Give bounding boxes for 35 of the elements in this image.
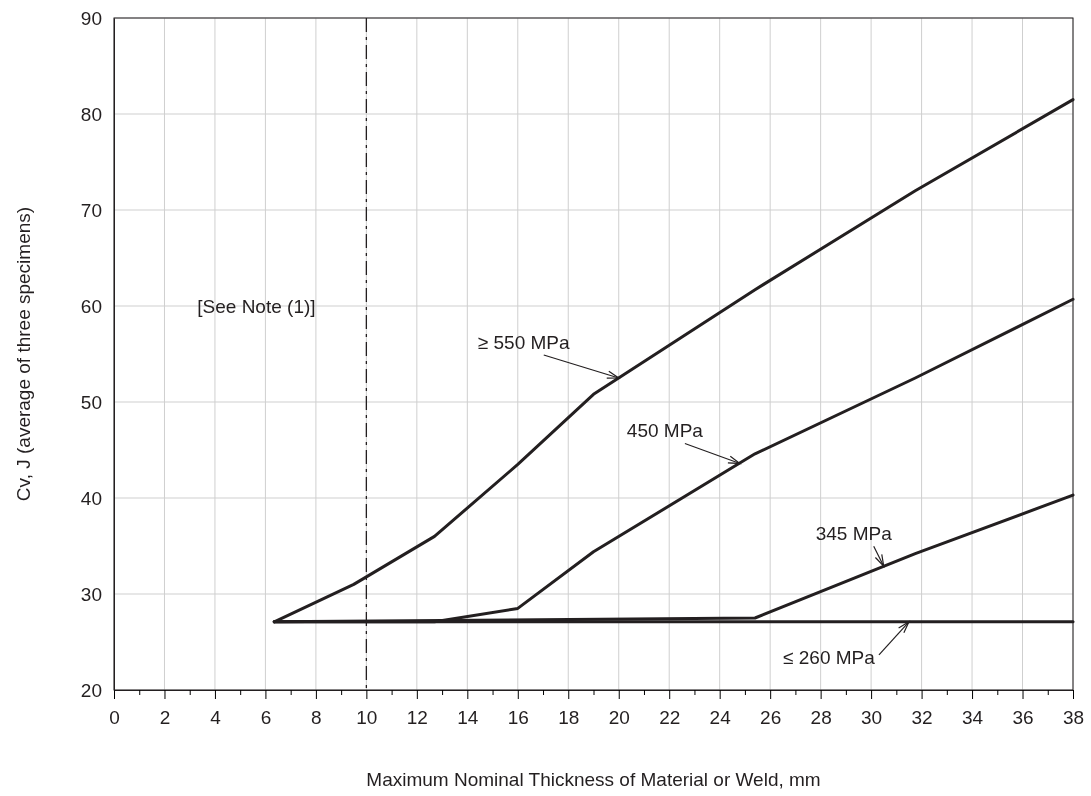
x-tick-label: 2 bbox=[159, 706, 171, 728]
y-tick-label: 50 bbox=[80, 391, 102, 413]
y-axis-title: Cv, J (average of three specimens) bbox=[13, 206, 34, 502]
x-tick-label: 18 bbox=[558, 706, 580, 728]
annotation: ≥ 550 MPa bbox=[477, 332, 571, 353]
x-tick-label: 28 bbox=[810, 706, 832, 728]
x-tick-label: 34 bbox=[961, 706, 984, 728]
x-tick-label: 10 bbox=[356, 706, 378, 728]
x-tick-label: 6 bbox=[260, 706, 272, 728]
x-tick-label: 12 bbox=[406, 706, 428, 728]
x-tick-label: 22 bbox=[659, 706, 681, 728]
x-tick-label: 36 bbox=[1012, 706, 1034, 728]
y-tick-label: 90 bbox=[80, 7, 102, 29]
y-tick-label: 60 bbox=[80, 295, 102, 317]
y-tick-label: 40 bbox=[80, 487, 102, 509]
y-tick-label: 30 bbox=[80, 583, 102, 605]
x-tick-label: 32 bbox=[911, 706, 933, 728]
x-tick-label: 14 bbox=[457, 706, 479, 728]
x-tick-label: 16 bbox=[507, 706, 529, 728]
x-tick-label: 0 bbox=[109, 706, 120, 728]
annotation: 345 MPa bbox=[815, 523, 893, 545]
annotation: 450 MPa bbox=[626, 420, 704, 442]
x-tick-label: 38 bbox=[1062, 706, 1085, 728]
x-tick-label: 8 bbox=[311, 706, 322, 728]
x-tick-label: 20 bbox=[608, 706, 630, 728]
y-tick-label: 20 bbox=[80, 679, 102, 701]
annotation: ≤ 260 MPa bbox=[783, 646, 876, 668]
x-tick-label: 24 bbox=[709, 706, 732, 728]
x-tick-label: 26 bbox=[760, 706, 782, 728]
y-tick-label: 80 bbox=[80, 103, 102, 125]
x-tick-label: 4 bbox=[210, 706, 222, 728]
y-tick-label: 70 bbox=[80, 199, 102, 221]
x-axis-title: Maximum Nominal Thickness of Material or Weld, mm bbox=[366, 769, 821, 790]
annotation: [See Note (1)] bbox=[197, 296, 316, 317]
x-tick-label: 30 bbox=[861, 706, 883, 728]
